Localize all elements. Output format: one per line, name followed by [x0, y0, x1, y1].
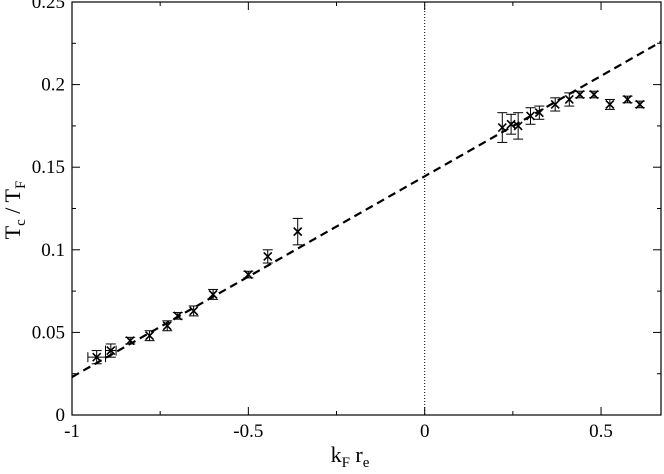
x-axis-ticks: -1 -0.5 0 0.5 [64, 2, 613, 442]
data-point [622, 94, 633, 105]
data-point [162, 320, 173, 332]
point-marker-stroke-b [263, 251, 273, 261]
y-tick-label: 0.15 [32, 157, 65, 178]
point-marker-stroke-b [125, 336, 135, 346]
point-marker-stroke-b [525, 111, 536, 121]
data-point [564, 92, 575, 107]
y-axis-ticks: 0 0.05 0.1 0.15 0.2 0.25 [32, 0, 661, 426]
data-point [497, 112, 508, 143]
data-point [534, 105, 545, 120]
point-marker-stroke-b [622, 94, 633, 105]
data-point [243, 270, 254, 280]
point-marker-stroke-b [243, 270, 253, 280]
x-axis-title: kF re [331, 442, 370, 471]
plot-area [71, 1, 662, 416]
data-point [513, 112, 524, 140]
fit-line [71, 40, 662, 378]
x-tick-label: -0.5 [233, 421, 263, 442]
data-point [125, 336, 136, 346]
data-point [262, 249, 273, 264]
x-tick-label: 0.5 [589, 421, 613, 442]
point-marker-stroke-b [575, 89, 585, 100]
point-marker-stroke-b [293, 227, 303, 237]
data-point [188, 305, 199, 317]
data-point [292, 217, 303, 246]
point-marker-stroke-b [173, 311, 183, 321]
y-axis-title: Tc / TF [0, 181, 29, 240]
y-tick-label: 0.05 [32, 322, 65, 343]
data-point [574, 89, 585, 100]
x-tick-label: 0 [420, 421, 430, 442]
y-tick-label: 0.2 [41, 75, 65, 96]
point-marker-stroke-b [534, 108, 544, 118]
point-marker-stroke-b [497, 122, 507, 133]
data-point [634, 99, 645, 109]
y-tick-label: 0 [56, 405, 66, 426]
point-marker-stroke-b [162, 321, 172, 331]
data-point [550, 97, 561, 112]
y-tick-label: 0.25 [32, 0, 65, 13]
data-point [144, 330, 155, 342]
point-marker-stroke-b [513, 121, 523, 131]
data-point [172, 311, 183, 321]
point-marker-stroke-b [550, 99, 560, 109]
data-point [604, 98, 615, 110]
point-marker-stroke-b [106, 346, 116, 356]
data-point [525, 107, 536, 125]
data-point [588, 89, 599, 100]
point-marker-stroke-b [208, 289, 218, 299]
point-marker-stroke-b [635, 99, 645, 109]
point-marker-stroke-b [589, 89, 599, 100]
data-point [105, 343, 117, 358]
point-marker-stroke-b [92, 352, 102, 362]
data-point [506, 113, 517, 135]
point-marker-stroke-b [189, 306, 199, 316]
point-marker-stroke-b [145, 331, 155, 341]
point-marker-stroke-b [605, 99, 615, 109]
x-tick-label: -1 [64, 421, 80, 442]
point-marker-stroke-b [506, 119, 516, 129]
point-marker-stroke-b [564, 94, 574, 105]
data-points [87, 89, 645, 365]
data-point [208, 288, 219, 300]
y-tick-label: 0.1 [41, 240, 65, 261]
data-point [87, 350, 107, 365]
